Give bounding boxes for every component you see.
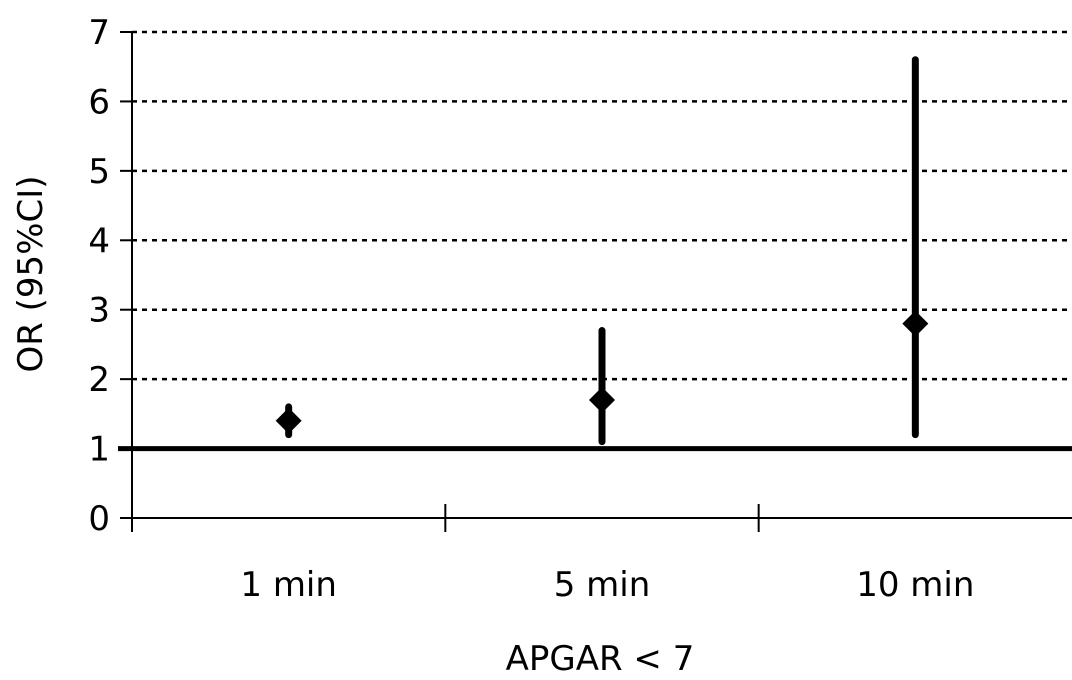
- data-marks: [275, 56, 929, 446]
- y-tick-label-6: 6: [88, 82, 110, 122]
- y-tick-label-0: 0: [88, 499, 110, 539]
- estimate-marker-1: [589, 386, 615, 413]
- y-tick-label-4: 4: [88, 221, 110, 261]
- y-tick-label-1: 1: [88, 430, 110, 470]
- y-axis-title: OR (95%CI): [11, 175, 51, 372]
- estimate-marker-0: [275, 407, 302, 434]
- x-tick-label-1: 5 min: [554, 565, 651, 605]
- axes: [118, 31, 1072, 532]
- y-tick-label-3: 3: [88, 291, 110, 331]
- x-tick-label-0: 1 min: [240, 565, 337, 605]
- x-axis-title: APGAR < 7: [506, 639, 695, 679]
- y-tick-labels: 0 1 2 3 4 5 6 7: [88, 13, 110, 539]
- y-tick-label-7: 7: [88, 13, 110, 53]
- y-tick-label-2: 2: [88, 360, 110, 400]
- x-tick-label-2: 10 min: [856, 565, 974, 605]
- y-tick-label-5: 5: [88, 152, 110, 192]
- estimate-marker-2: [902, 310, 929, 337]
- x-tick-labels: 1 min 5 min 10 min: [240, 565, 974, 605]
